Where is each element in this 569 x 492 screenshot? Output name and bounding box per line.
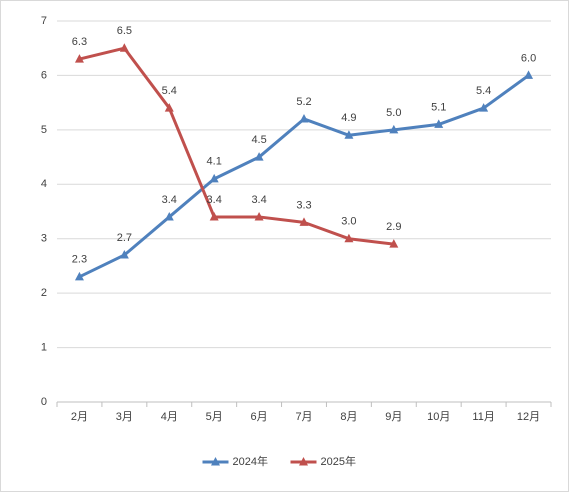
data-label: 3.4 [162,194,177,206]
point-marker [254,152,264,161]
point-marker [74,54,84,63]
point-marker [164,103,174,112]
y-tick-label: 1 [41,341,47,353]
legend-label: 2024年 [233,454,268,468]
x-tick-label: 2月 [71,411,88,423]
point-marker [479,103,489,112]
y-tick-label: 2 [41,287,47,299]
data-label: 3.3 [296,199,311,211]
x-tick-label: 6月 [251,411,268,423]
legend-marker [299,457,308,466]
data-label: 3.4 [207,194,222,206]
point-marker [74,271,84,281]
point-marker [389,124,399,134]
x-tick-label: 5月 [206,411,223,423]
x-tick-label: 7月 [295,411,312,423]
point-marker [524,70,534,79]
point-marker [119,43,129,52]
y-tick-label: 6 [41,69,47,81]
data-label: 4.1 [207,156,222,168]
y-tick-label: 7 [41,15,47,27]
legend-label: 2025年 [321,454,356,468]
x-tick-label: 12月 [517,411,540,423]
y-tick-label: 4 [41,178,47,190]
point-marker [164,211,174,221]
point-marker [119,250,129,259]
point-marker [209,173,219,183]
data-label: 5.2 [296,96,311,108]
legend-marker [211,457,220,466]
data-label: 6.5 [117,25,132,37]
data-label: 3.4 [251,194,266,206]
x-tick-label: 3月 [116,411,133,423]
series-line [79,46,394,246]
data-label: 5.1 [431,101,446,113]
data-label: 2.3 [72,254,87,266]
x-tick-label: 8月 [340,411,357,423]
data-label: 4.5 [251,134,266,146]
x-tick-label: 11月 [472,411,494,423]
data-label: 6.3 [72,36,87,48]
data-label: 2.7 [117,232,132,244]
x-tick-label: 10月 [427,411,450,423]
point-marker [434,119,444,128]
point-marker [344,130,354,139]
y-tick-label: 3 [41,233,47,245]
point-marker [389,239,399,248]
data-label: 5.4 [476,85,491,97]
point-marker [209,211,219,221]
point-marker [299,113,309,123]
x-tick-label: 4月 [161,411,178,423]
point-marker [299,217,309,226]
y-tick-label: 5 [41,124,47,136]
data-label: 3.0 [341,216,356,228]
data-label: 5.4 [162,85,177,97]
data-label: 2.9 [386,221,401,233]
y-tick-label: 0 [41,396,47,408]
data-label: 5.0 [386,107,401,119]
data-label: 6.0 [521,52,536,64]
point-marker [254,211,264,221]
x-tick-label: 9月 [385,411,402,423]
point-marker [344,233,354,243]
data-label: 4.9 [341,112,356,124]
